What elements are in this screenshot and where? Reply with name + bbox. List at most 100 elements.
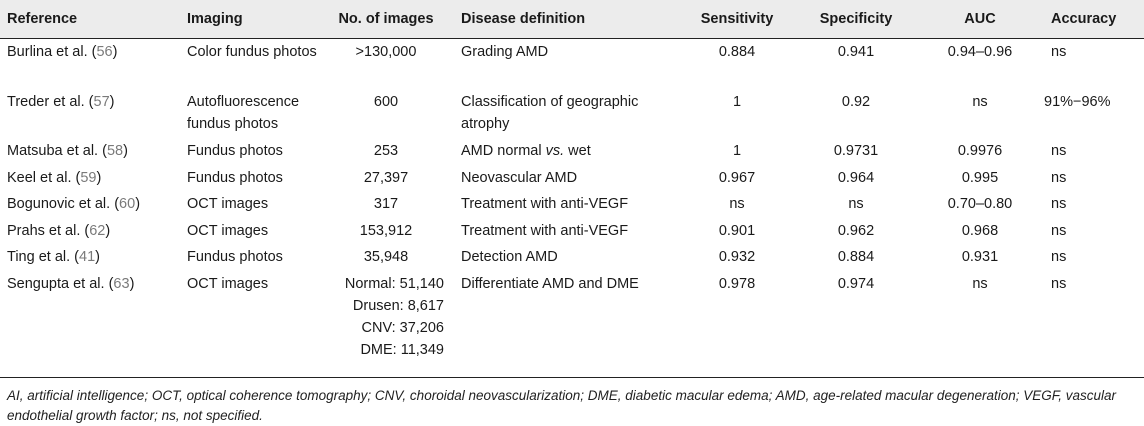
reference-name: Treder et al. ( bbox=[7, 93, 94, 110]
reference-name: Ting et al. ( bbox=[7, 248, 79, 265]
results-table: Reference Imaging No. of images Disease … bbox=[0, 0, 1144, 363]
reference-name: Bogunovic et al. ( bbox=[7, 195, 120, 212]
images-cell: 35,948 bbox=[363, 248, 409, 265]
disease-cell: Differentiate AMD and DME bbox=[461, 275, 639, 292]
reference-name: Matsuba et al. ( bbox=[7, 142, 107, 159]
sensitivity-cell: 0.932 bbox=[718, 248, 756, 265]
images-cell: 153,912 bbox=[359, 222, 413, 239]
specificity-cell: 0.941 bbox=[837, 44, 875, 60]
table-row: Bogunovic et al. (60) OCT images 317 Tre… bbox=[0, 191, 1144, 218]
header-specificity: Specificity bbox=[796, 0, 916, 39]
disease-cell: AMD normal vs. wet bbox=[454, 138, 678, 165]
auc-cell: 0.70–0.80 bbox=[947, 195, 1013, 212]
header-disease-definition: Disease definition bbox=[454, 0, 678, 39]
disease-text-italic: vs. bbox=[545, 142, 565, 159]
reference-link[interactable]: 58 bbox=[106, 142, 124, 159]
auc-cell: ns bbox=[972, 93, 988, 110]
table-row: Keel et al. (59) Fundus photos 27,397 Ne… bbox=[0, 165, 1144, 191]
sensitivity-cell: ns bbox=[729, 195, 745, 212]
reference-name: Sengupta et al. ( bbox=[7, 275, 114, 292]
auc-cell: ns bbox=[972, 275, 988, 292]
images-normal: Normal: 51,140 bbox=[344, 275, 444, 292]
images-cell: 253 bbox=[373, 142, 399, 159]
table-row: Prahs et al. (62) OCT images 153,912 Tre… bbox=[0, 218, 1144, 244]
specificity-cell: 0.884 bbox=[837, 248, 875, 265]
imaging-cell: Fundus photos bbox=[187, 142, 283, 159]
imaging-cell: OCT images bbox=[187, 275, 269, 292]
accuracy-cell: ns bbox=[1051, 275, 1067, 292]
images-cell: >130,000 bbox=[355, 44, 417, 60]
reference-link[interactable]: 59 bbox=[80, 169, 97, 186]
reference-link[interactable]: 41 bbox=[79, 248, 96, 265]
images-cell: 27,397 bbox=[363, 169, 409, 186]
sensitivity-cell: 1 bbox=[732, 93, 742, 110]
accuracy-cell: ns bbox=[1051, 195, 1067, 212]
reference-cell: Treder et al. (57) bbox=[7, 93, 115, 110]
accuracy-cell: ns bbox=[1051, 248, 1067, 265]
accuracy-cell: ns bbox=[1051, 142, 1067, 159]
sensitivity-cell: 0.967 bbox=[718, 169, 756, 186]
sensitivity-cell: 0.884 bbox=[718, 44, 756, 60]
imaging-cell: Autofluorescence fundus photos bbox=[187, 93, 300, 132]
images-drusen: Drusen: 8,617 bbox=[352, 297, 444, 314]
reference-link[interactable]: 56 bbox=[96, 44, 113, 60]
header-imaging: Imaging bbox=[180, 0, 318, 39]
auc-cell: 0.931 bbox=[961, 248, 999, 265]
table-row: Sengupta et al. (63) OCT images Normal: … bbox=[0, 271, 1144, 363]
reference-link[interactable]: 60 bbox=[119, 195, 136, 212]
disease-cell: Grading AMD bbox=[461, 44, 549, 60]
specificity-cell: 0.964 bbox=[837, 169, 875, 186]
auc-cell: 0.9976 bbox=[957, 142, 1003, 159]
reference-cell: Ting et al. (41) bbox=[7, 248, 100, 265]
auc-cell: 0.995 bbox=[961, 169, 999, 186]
images-cnv: CNV: 37,206 bbox=[361, 319, 444, 336]
reference-cell: Prahs et al. (62) bbox=[7, 222, 111, 239]
table-row: Treder et al. (57) Autofluorescence fund… bbox=[0, 89, 1144, 138]
reference-name: Keel et al. ( bbox=[7, 169, 81, 186]
sensitivity-cell: 0.978 bbox=[718, 275, 756, 292]
sensitivity-cell: 1 bbox=[732, 142, 742, 159]
reference-name: Prahs et al. ( bbox=[7, 222, 90, 239]
table-row: Matsuba et al. (58) Fundus photos 253 AM… bbox=[0, 138, 1144, 165]
header-no-of-images: No. of images bbox=[318, 0, 454, 39]
disease-text: wet bbox=[564, 142, 591, 159]
table-row: Burlina et al. (56) Color fundus photos … bbox=[0, 39, 1144, 89]
imaging-cell: Fundus photos bbox=[187, 169, 283, 186]
disease-cell: Treatment with anti-VEGF bbox=[461, 222, 629, 239]
header-reference: Reference bbox=[0, 0, 180, 39]
reference-cell: Bogunovic et al. (60) bbox=[7, 195, 141, 212]
accuracy-cell: ns bbox=[1051, 44, 1067, 60]
header-sensitivity: Sensitivity bbox=[678, 0, 796, 39]
images-dme: DME: 11,349 bbox=[360, 341, 444, 358]
disease-text: AMD normal bbox=[461, 142, 546, 159]
header-row: Reference Imaging No. of images Disease … bbox=[0, 0, 1144, 39]
imaging-cell: OCT images bbox=[187, 195, 269, 212]
accuracy-cell: 91%−96% bbox=[1044, 93, 1111, 110]
accuracy-cell: ns bbox=[1051, 169, 1067, 186]
imaging-cell: Fundus photos bbox=[187, 248, 283, 265]
header-auc: AUC bbox=[916, 0, 1044, 39]
reference-cell: Keel et al. (59) bbox=[7, 169, 102, 186]
auc-cell: 0.94–0.96 bbox=[947, 44, 1013, 60]
specificity-cell: 0.974 bbox=[837, 275, 875, 292]
accuracy-cell: ns bbox=[1051, 222, 1067, 239]
reference-cell: Sengupta et al. (63) bbox=[7, 275, 135, 292]
specificity-cell: 0.92 bbox=[841, 93, 871, 110]
reference-link[interactable]: 57 bbox=[93, 93, 110, 110]
disease-cell: Classification of geographic atrophy bbox=[461, 93, 639, 132]
reference-link[interactable]: 62 bbox=[89, 222, 106, 239]
header-accuracy: Accuracy bbox=[1044, 0, 1144, 39]
disease-cell: Treatment with anti-VEGF bbox=[461, 195, 629, 212]
reference-cell: Matsuba et al. (58) bbox=[7, 142, 128, 159]
disease-cell: Detection AMD bbox=[461, 248, 558, 265]
table-row: Ting et al. (41) Fundus photos 35,948 De… bbox=[0, 244, 1144, 271]
specificity-cell: 0.9731 bbox=[833, 142, 879, 159]
imaging-cell: Color fundus photos bbox=[187, 44, 317, 60]
imaging-cell: OCT images bbox=[187, 222, 269, 239]
images-cell: 317 bbox=[373, 195, 399, 212]
disease-cell: Neovascular AMD bbox=[461, 169, 578, 186]
reference-link[interactable]: 63 bbox=[113, 275, 130, 292]
reference-cell: Burlina et al. (56) bbox=[7, 44, 118, 60]
table-footnote: AI, artificial intelligence; OCT, optica… bbox=[0, 377, 1144, 426]
